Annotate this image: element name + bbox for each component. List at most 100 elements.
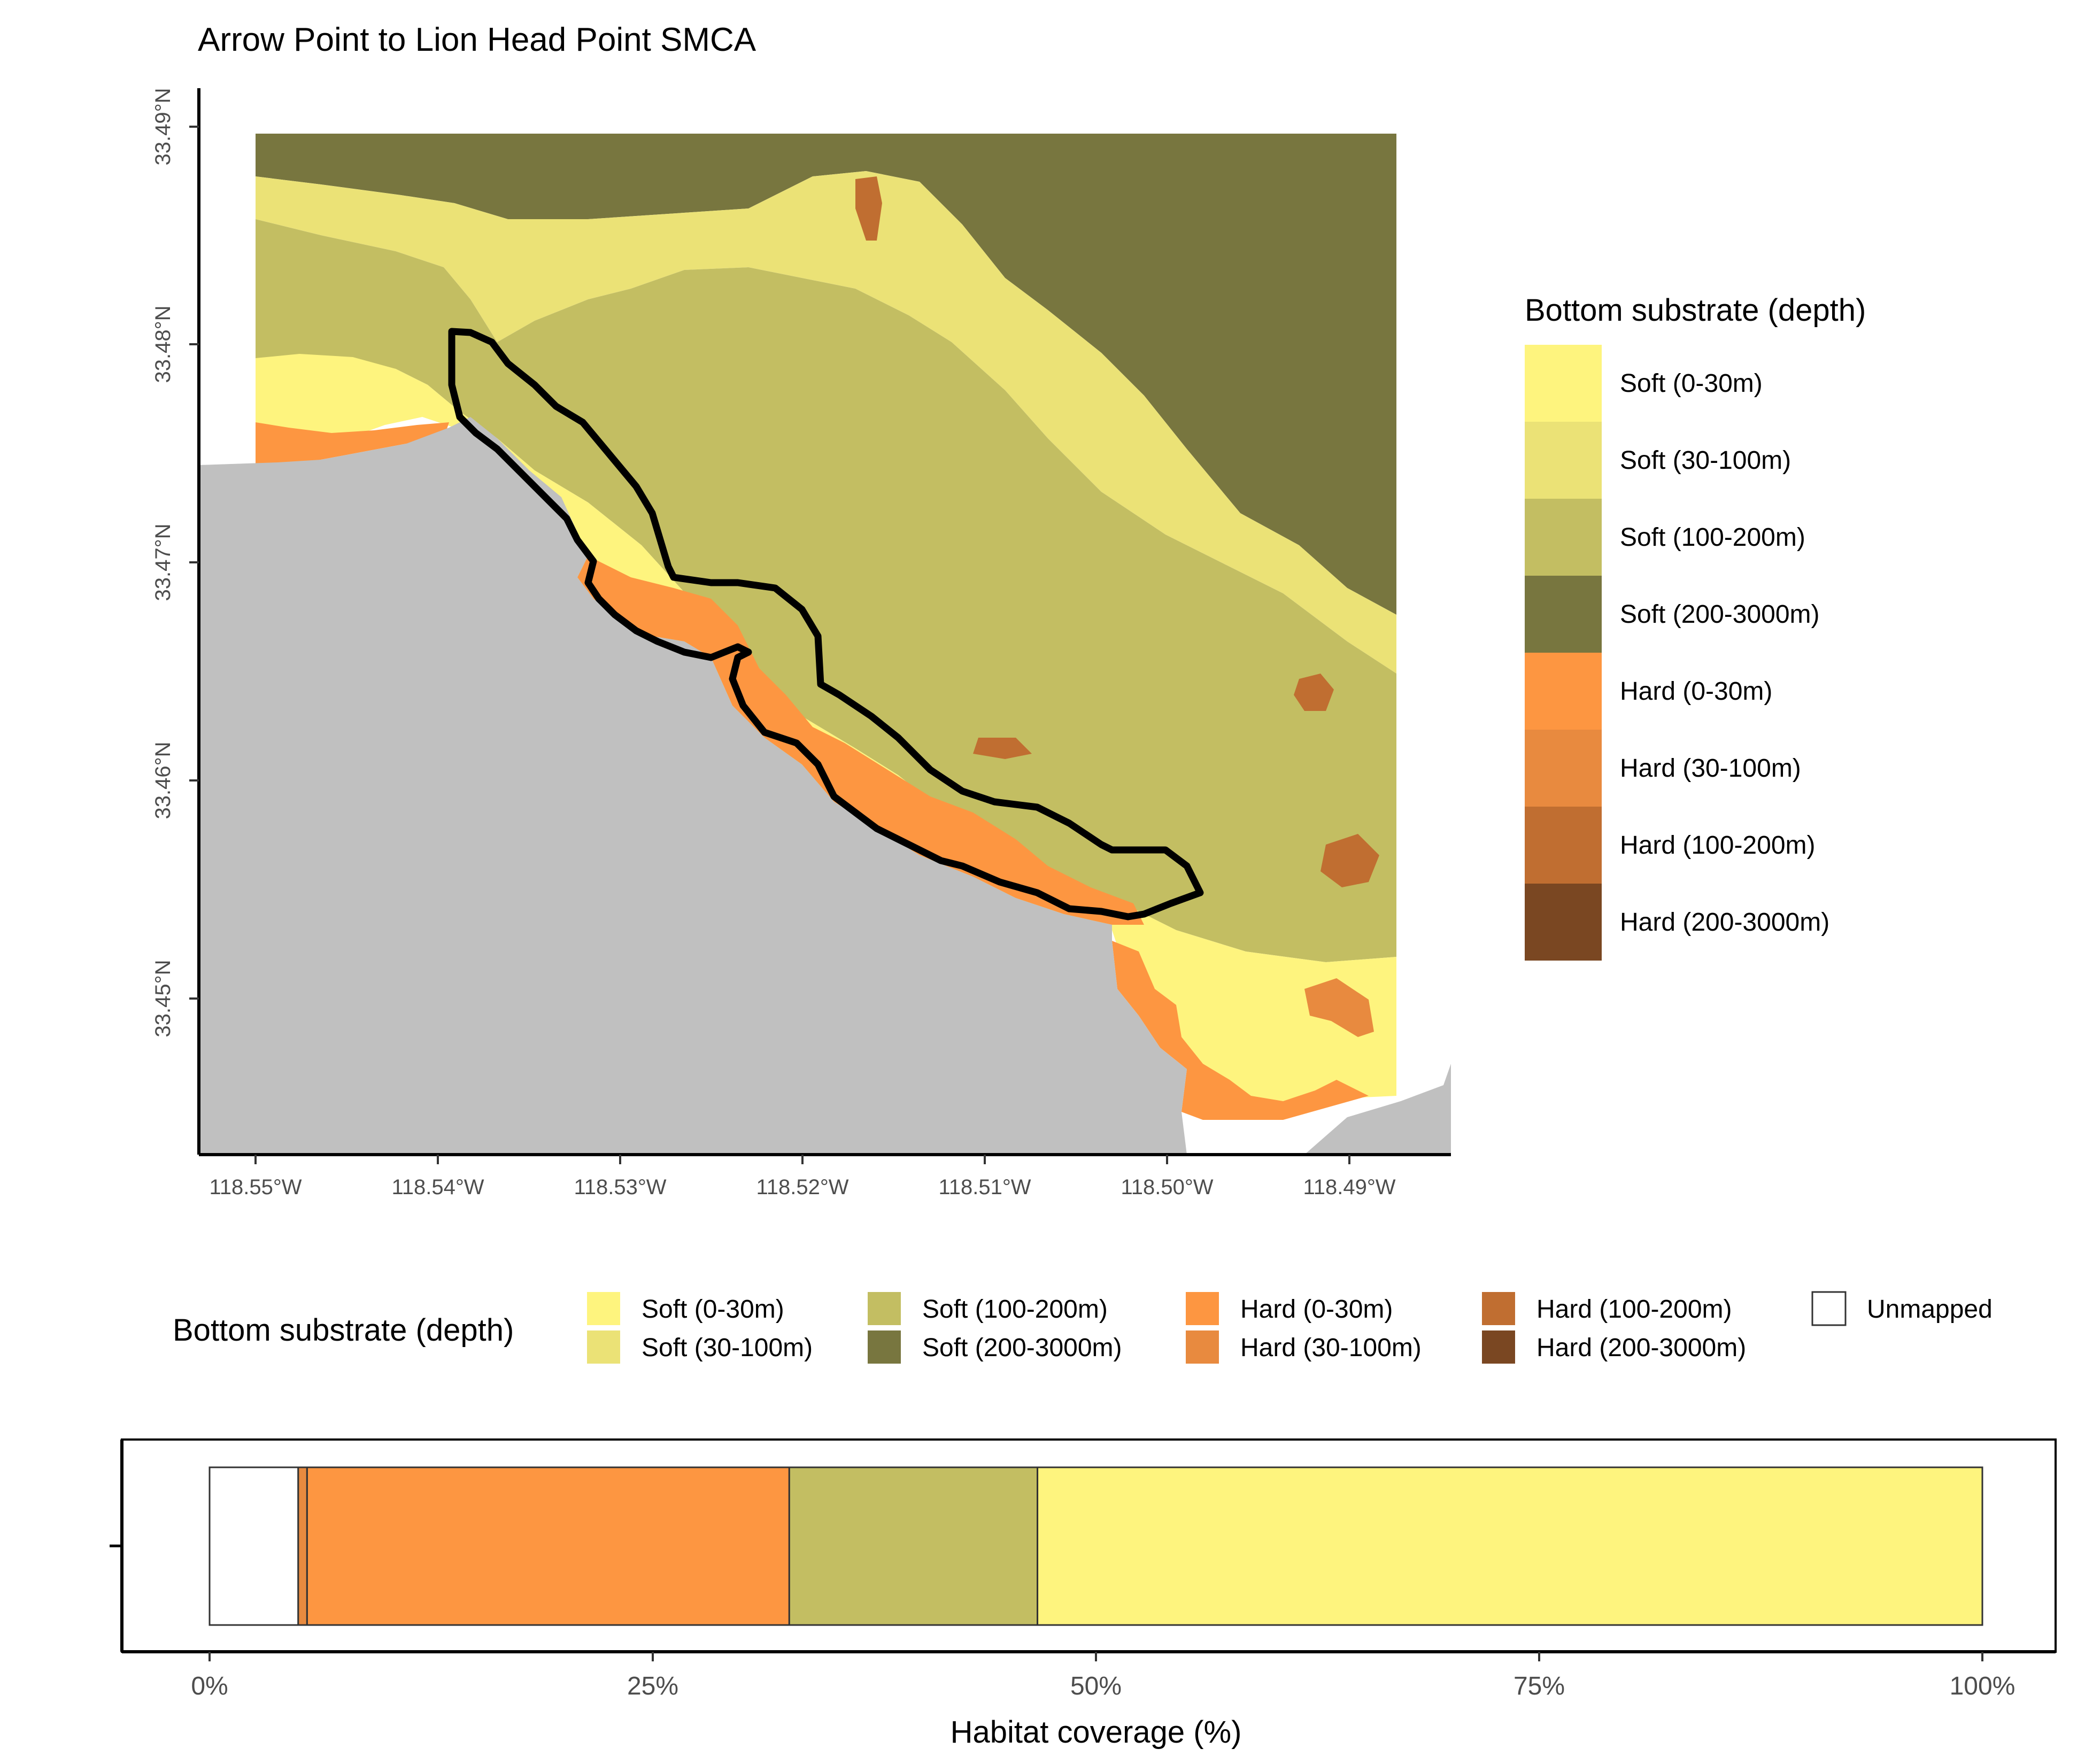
lon-tick: 118.51°W xyxy=(938,1155,1031,1199)
legend-label: Hard (30-100m) xyxy=(1240,1334,1422,1362)
legend-swatch xyxy=(1525,345,1602,422)
legend-label: Soft (30-100m) xyxy=(1620,446,1791,475)
right-legend-item: Soft (30-100m) xyxy=(1525,422,1791,499)
legend-label: Unmapped xyxy=(1867,1295,1993,1324)
map-panel xyxy=(199,88,1451,1155)
legend-swatch xyxy=(1482,1330,1515,1364)
legend-label: Hard (200-3000m) xyxy=(1620,908,1829,937)
legend-label: Soft (0-30m) xyxy=(642,1295,784,1324)
legend-swatch xyxy=(868,1330,901,1364)
bottom-legend-item: Hard (0-30m) xyxy=(1186,1292,1393,1325)
legend-swatch xyxy=(1186,1292,1219,1325)
legend-swatch xyxy=(1525,576,1602,653)
legend-label: Soft (30-100m) xyxy=(642,1334,813,1362)
lat-tick-label: 33.47°N xyxy=(151,524,175,601)
bottom-legend-item: Hard (30-100m) xyxy=(1186,1330,1422,1364)
lat-tick: 33.47°N xyxy=(151,524,199,601)
legend-label: Hard (200-3000m) xyxy=(1536,1334,1746,1362)
legend-swatch xyxy=(587,1330,620,1364)
legend-label: Hard (100-200m) xyxy=(1536,1295,1732,1324)
map-lat-axis: 33.49°N 33.48°N 33.47°N 33.46°N 33.45°N xyxy=(151,88,199,1038)
legend-swatch xyxy=(1525,499,1602,576)
legend-label: Hard (30-100m) xyxy=(1620,754,1801,783)
legend-swatch xyxy=(1525,884,1602,961)
bar-segment xyxy=(298,1467,307,1625)
legend-label: Hard (0-30m) xyxy=(1240,1295,1393,1324)
lon-tick-label: 118.53°W xyxy=(574,1175,666,1199)
legend-label: Soft (200-3000m) xyxy=(922,1334,1122,1362)
bottom-legend-item: Soft (0-30m) xyxy=(587,1292,784,1325)
lat-tick-label: 33.49°N xyxy=(151,88,175,166)
lat-tick: 33.46°N xyxy=(151,742,199,819)
lon-tick-label: 118.54°W xyxy=(391,1175,484,1199)
x-tick: 25% xyxy=(627,1652,678,1700)
lat-tick: 33.45°N xyxy=(151,960,199,1038)
map-title: Arrow Point to Lion Head Point SMCA xyxy=(198,21,756,58)
bottom-legend-item: Unmapped xyxy=(1812,1292,1993,1325)
lon-tick: 118.49°W xyxy=(1303,1155,1395,1199)
lon-tick: 118.54°W xyxy=(391,1155,484,1199)
lat-tick: 33.48°N xyxy=(151,306,199,383)
x-tick: 50% xyxy=(1070,1652,1122,1700)
lon-tick-label: 118.55°W xyxy=(209,1175,302,1199)
bottom-legend-item: Soft (30-100m) xyxy=(587,1330,813,1364)
legend-swatch xyxy=(1525,807,1602,884)
bottom-legend-title: Bottom substrate (depth) xyxy=(173,1313,514,1348)
x-tick-label: 75% xyxy=(1513,1672,1565,1700)
legend-swatch xyxy=(868,1292,901,1325)
lon-tick-label: 118.52°W xyxy=(756,1175,848,1199)
x-tick-label: 0% xyxy=(191,1672,228,1700)
right-legend-item: Soft (100-200m) xyxy=(1525,499,1805,576)
bar-segment xyxy=(789,1467,1037,1625)
right-legend: Bottom substrate (depth) Soft (0-30m) Sof… xyxy=(1525,293,1866,961)
x-tick: 75% xyxy=(1513,1652,1565,1700)
map-lon-axis: 118.55°W 118.54°W 118.53°W 118.52°W 118.… xyxy=(209,1155,1395,1199)
chart-x-axis-title: Habitat coverage (%) xyxy=(951,1715,1242,1750)
lat-tick: 33.49°N xyxy=(151,88,199,166)
legend-swatch xyxy=(1812,1292,1845,1325)
x-tick: 0% xyxy=(191,1652,228,1700)
lon-tick: 118.50°W xyxy=(1121,1155,1213,1199)
x-tick-label: 50% xyxy=(1070,1672,1122,1700)
x-tick: 100% xyxy=(1950,1652,2016,1700)
right-legend-item: Hard (200-3000m) xyxy=(1525,884,1829,961)
x-tick-label: 25% xyxy=(627,1672,678,1700)
legend-label: Soft (200-3000m) xyxy=(1620,600,1820,629)
right-legend-item: Hard (30-100m) xyxy=(1525,730,1801,807)
lon-tick: 118.53°W xyxy=(574,1155,666,1199)
legend-label: Soft (100-200m) xyxy=(1620,523,1805,552)
bar-segment xyxy=(210,1467,298,1625)
lat-tick-label: 33.46°N xyxy=(151,742,175,819)
legend-label: Hard (100-200m) xyxy=(1620,831,1815,860)
right-legend-item: Soft (200-3000m) xyxy=(1525,576,1820,653)
right-legend-item: Hard (100-200m) xyxy=(1525,807,1815,884)
legend-swatch xyxy=(1525,653,1602,730)
lon-tick: 118.52°W xyxy=(756,1155,848,1199)
bar-segment xyxy=(307,1467,789,1625)
legend-swatch xyxy=(1482,1292,1515,1325)
legend-label: Hard (0-30m) xyxy=(1620,677,1772,706)
legend-swatch xyxy=(1525,730,1602,807)
bottom-legend-item: Hard (100-200m) xyxy=(1482,1292,1732,1325)
bar-segment xyxy=(1038,1467,1982,1625)
legend-label: Soft (100-200m) xyxy=(922,1295,1108,1324)
bottom-legend-item: Hard (200-3000m) xyxy=(1482,1330,1746,1364)
legend-swatch xyxy=(587,1292,620,1325)
x-tick-label: 100% xyxy=(1950,1672,2016,1700)
legend-swatch xyxy=(1186,1330,1219,1364)
legend-swatch xyxy=(1525,422,1602,499)
coverage-chart: 0% 25% 50% 75% 100% Habitat coverage (%) xyxy=(110,1440,2056,1750)
right-legend-title: Bottom substrate (depth) xyxy=(1525,293,1866,328)
legend-label: Soft (0-30m) xyxy=(1620,369,1763,398)
right-legend-item: Soft (0-30m) xyxy=(1525,345,1763,422)
bottom-legend-item: Soft (200-3000m) xyxy=(868,1330,1122,1364)
lon-tick-label: 118.49°W xyxy=(1303,1175,1395,1199)
lon-tick-label: 118.50°W xyxy=(1121,1175,1213,1199)
lon-tick-label: 118.51°W xyxy=(938,1175,1031,1199)
lat-tick-label: 33.45°N xyxy=(151,960,175,1038)
bottom-legend: Bottom substrate (depth) Soft (0-30m) Sof… xyxy=(173,1292,1993,1364)
lat-tick-label: 33.48°N xyxy=(151,306,175,383)
bottom-legend-item: Soft (100-200m) xyxy=(868,1292,1108,1325)
right-legend-item: Hard (0-30m) xyxy=(1525,653,1772,730)
